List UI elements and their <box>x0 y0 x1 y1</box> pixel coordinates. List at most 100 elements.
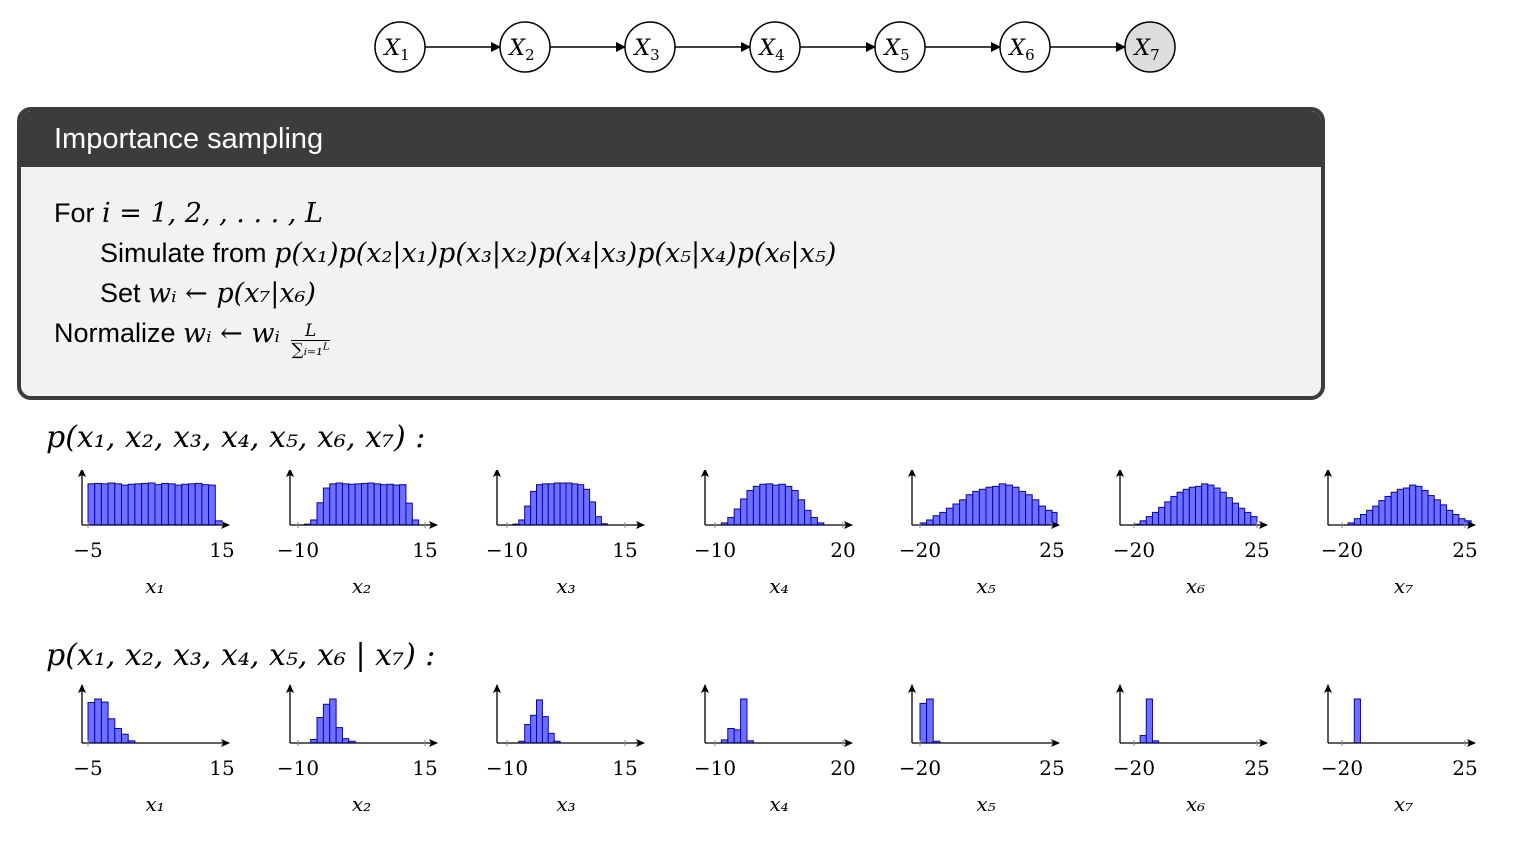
x-axis-label: x₆ <box>1186 574 1205 598</box>
histogram-bar <box>341 483 350 526</box>
x-tick-label-max: 15 <box>209 538 234 562</box>
x-tick-label-max: 25 <box>1452 538 1477 562</box>
chain-node-subscript: 4 <box>775 46 785 64</box>
x-axis-label: x₇ <box>1394 574 1413 598</box>
histogram-bar <box>571 483 579 526</box>
histogram-prior-7: −20 25 x₇ <box>1321 470 1478 598</box>
x-axis-label: x₄ <box>769 792 788 816</box>
x-axis-label: x₆ <box>1186 792 1205 816</box>
histogram-bar <box>1409 484 1417 526</box>
histogram-bar <box>201 484 210 526</box>
x-tick-label-min: −10 <box>486 538 528 562</box>
x-tick-label-max: 25 <box>1244 756 1269 780</box>
fraction-numerator: L <box>291 322 330 342</box>
histogram-bar <box>1458 518 1466 526</box>
histogram-bar <box>536 699 543 744</box>
histogram-bar <box>392 484 401 526</box>
histogram-bar <box>1170 495 1178 526</box>
x-tick-label-min: −10 <box>694 756 736 780</box>
histogram-bar <box>1452 514 1460 526</box>
histogram-bar <box>1011 486 1020 526</box>
x-tick-label-min: −10 <box>277 538 319 562</box>
histogram-prior-5: −20 25 x₅ <box>899 470 1065 598</box>
observed-node-circle <box>1124 21 1176 73</box>
histogram-bar <box>174 484 183 526</box>
histogram-bar <box>329 483 337 526</box>
histogram-bar <box>733 729 742 744</box>
histogram-bar <box>524 505 532 526</box>
histogram-bar <box>1366 509 1374 526</box>
x-tick-label-max: 15 <box>412 538 437 562</box>
chain-node-x2: X2 <box>499 21 551 73</box>
histogram-bar <box>945 507 954 526</box>
x-axis-label: x₃ <box>556 574 575 598</box>
chain-node-subscript: 5 <box>900 46 910 64</box>
x-tick-label-max: 25 <box>1039 538 1064 562</box>
x-axis-label: x₂ <box>352 574 371 598</box>
x-axis-label: x₁ <box>145 792 164 816</box>
histogram-bar <box>348 483 356 526</box>
histogram-bar <box>1378 500 1386 526</box>
histogram-bar <box>810 516 818 526</box>
set-expression: wᵢ ← p(x₇|x₆) <box>148 278 316 309</box>
histogram-bar <box>939 511 947 526</box>
histogram-bar <box>589 501 596 526</box>
histogram-bar <box>1051 511 1058 526</box>
histogram-bar <box>791 490 799 526</box>
chain-node-x1: X1 <box>374 21 426 73</box>
latent-node-circle <box>999 21 1051 73</box>
histogram-bar <box>1403 487 1411 526</box>
histogram-bar <box>547 483 555 526</box>
histogram-bar <box>733 508 742 526</box>
histogram-bar <box>797 499 806 526</box>
histogram-posterior-2: −10 15 x₂ <box>277 684 438 816</box>
histogram-bar <box>784 485 793 526</box>
x-tick-label-min: −20 <box>899 756 941 780</box>
latent-node-circle <box>374 21 426 73</box>
histogram-bar <box>127 483 136 526</box>
histogram-bar <box>114 483 123 526</box>
histogram-bar <box>1201 483 1209 526</box>
x-tick-label-max: 25 <box>1039 756 1064 780</box>
histogram-bar <box>1158 506 1166 526</box>
fraction-denominator: ∑ᵢ₌₁ᴸ <box>291 340 330 361</box>
histogram-bar <box>1219 491 1227 526</box>
histogram-bar <box>740 698 748 744</box>
histogram-bar <box>1182 488 1190 526</box>
x-axis-label: x₃ <box>556 792 575 816</box>
histogram-bar <box>114 727 123 744</box>
histogram-bar <box>1005 484 1013 526</box>
histogram-bar <box>181 483 190 526</box>
histogram-bar <box>1415 485 1423 526</box>
histogram-bar <box>740 498 748 526</box>
histogram-bar <box>1384 495 1392 526</box>
histogram-bar <box>972 490 980 526</box>
histogram-grid: −5 15 x₁ −10 15 x₂ −10 15 x₃ −10 20 x₄ −20 25 x₅ −20 25 x… <box>73 470 1478 816</box>
histogram-bar <box>553 482 561 526</box>
histogram-bar <box>1031 499 1040 526</box>
histogram-bar <box>778 483 786 526</box>
x-tick-label-min: −20 <box>1113 538 1155 562</box>
importance-sampling-box: Importance sampling For i = 1, 2, , . . … <box>17 107 1325 400</box>
x-tick-label-min: −10 <box>277 756 319 780</box>
x-tick-label-min: −20 <box>899 538 941 562</box>
histogram-bar <box>932 515 941 526</box>
histogram-bar <box>559 482 567 526</box>
histogram-prior-6: −20 25 x₆ <box>1113 470 1270 598</box>
chain-node-x7: X7 <box>1124 21 1176 73</box>
x-tick-label-min: −20 <box>1321 756 1363 780</box>
chain-node-x4: X4 <box>749 21 801 73</box>
histogram-bar <box>541 716 549 744</box>
histogram-bar <box>926 519 934 526</box>
x-axis-label: x₄ <box>769 574 788 598</box>
histogram-bar <box>322 703 331 744</box>
histogram-bar <box>577 484 585 526</box>
histogram-bar <box>1390 491 1398 526</box>
histogram-bar <box>94 482 102 526</box>
histogram-bar <box>530 714 537 744</box>
histogram-posterior-4: −10 20 x₄ <box>694 684 856 816</box>
histogram-bar <box>367 482 375 526</box>
histogram-bar <box>87 483 96 526</box>
chain-node-subscript: 3 <box>650 46 660 64</box>
simulate-expression: p(x₁)p(x₂|x₁)p(x₃|x₂)p(x₄|x₃)p(x₅|x₄)p(x… <box>274 238 837 269</box>
